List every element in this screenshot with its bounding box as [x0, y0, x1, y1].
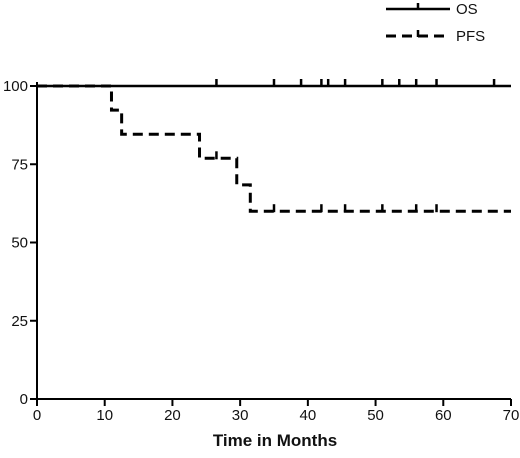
series-os: [37, 79, 511, 88]
pfs-line: [37, 84, 511, 213]
y-tick-label: 0: [20, 391, 28, 408]
legend-label-pfs: PFS: [456, 28, 485, 45]
series-pfs: [37, 84, 511, 213]
x-tick-label: 20: [164, 407, 181, 424]
y-tick-label: 100: [3, 78, 28, 95]
x-tick-label: 50: [367, 407, 384, 424]
y-tick-label: 25: [11, 313, 28, 330]
x-axis-title: Time in Months: [213, 431, 337, 450]
legend-label-os: OS: [456, 1, 478, 18]
axes: 0 10 20 30 40 50 60 70 0 25 50 75 100: [3, 78, 519, 424]
legend: OS PFS: [386, 1, 485, 45]
x-tick-label: 0: [33, 407, 41, 424]
y-tick-label: 75: [11, 156, 28, 173]
x-tick-label: 40: [300, 407, 317, 424]
x-tick-label: 60: [435, 407, 452, 424]
x-tick-label: 70: [503, 407, 520, 424]
y-tick-label: 50: [11, 235, 28, 252]
x-tick-label: 10: [96, 407, 113, 424]
x-tick-label: 30: [232, 407, 249, 424]
series-group: [37, 79, 511, 213]
legend-item-pfs: PFS: [386, 28, 485, 45]
legend-item-os: OS: [386, 1, 478, 18]
